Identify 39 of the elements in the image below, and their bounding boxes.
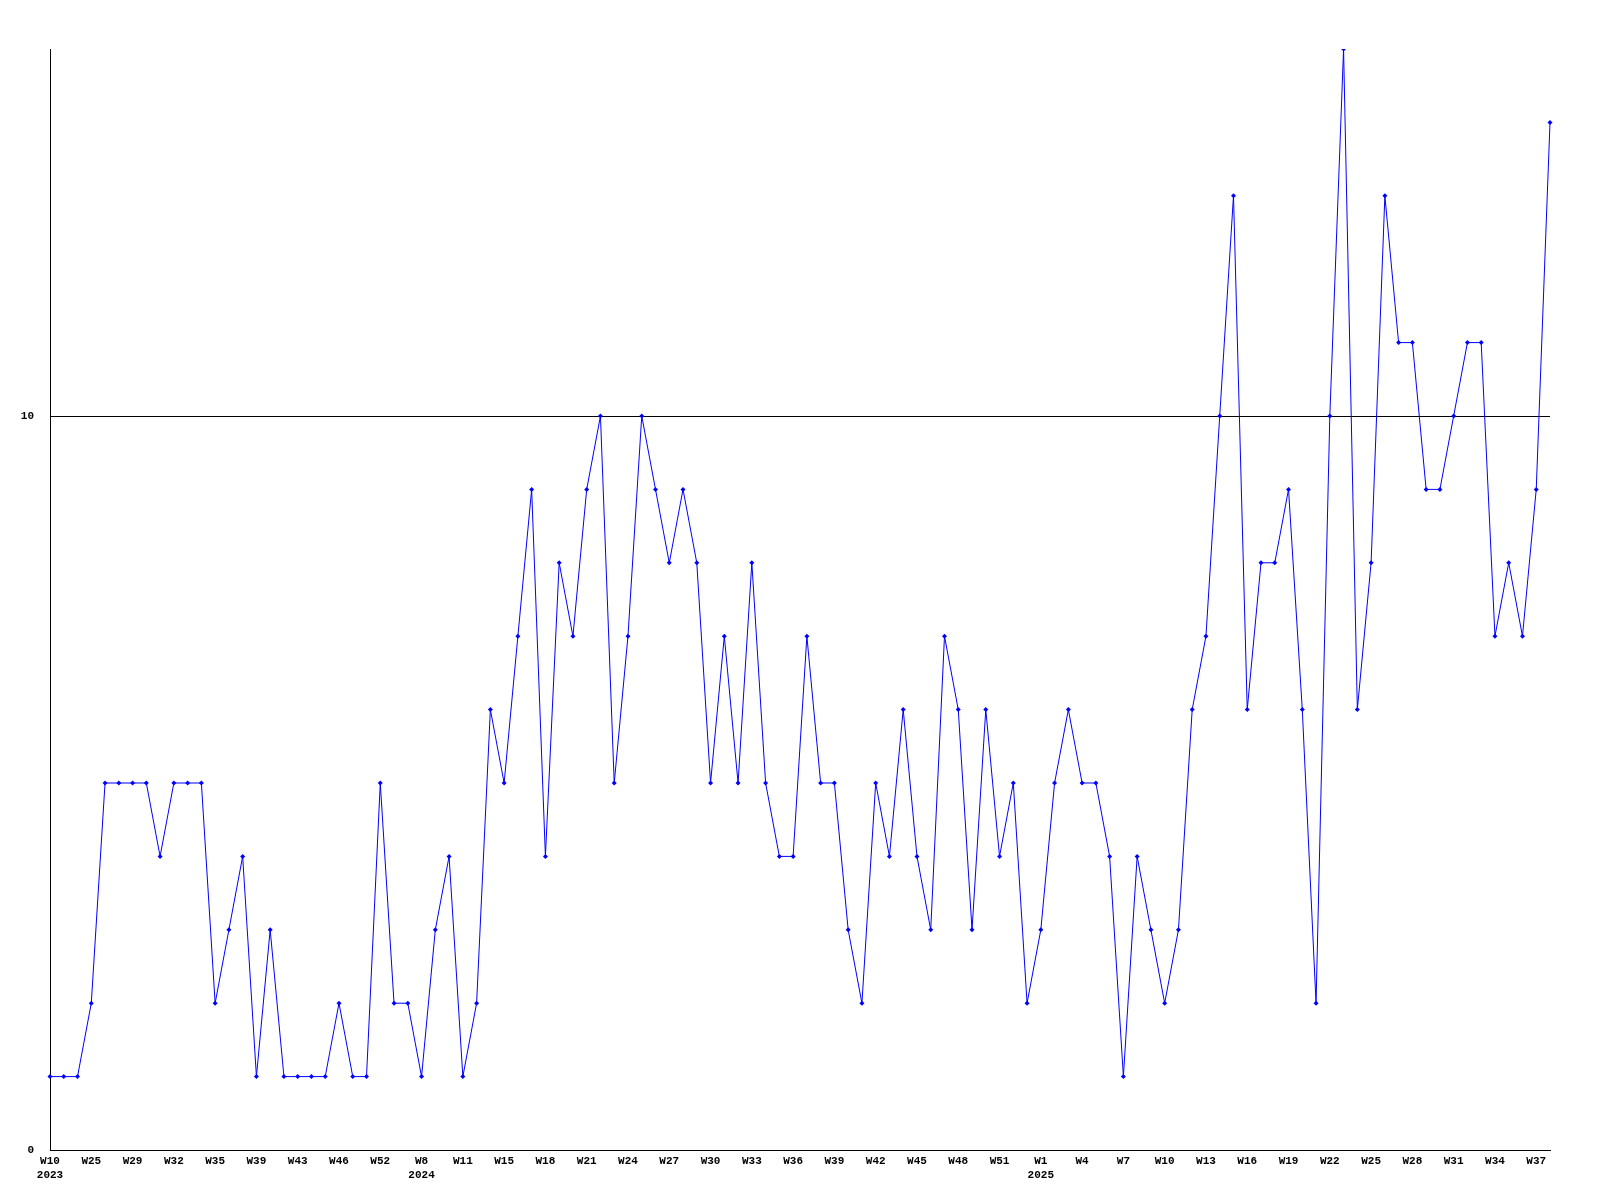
x-tick-label: W35: [205, 1155, 226, 1168]
x-tick-label: W21: [576, 1155, 597, 1168]
x-tick-label: W45: [907, 1155, 928, 1168]
x-tick-label: W8 2024: [408, 1155, 436, 1181]
x-tick-label: W43: [287, 1155, 308, 1168]
y-tick-label: 0: [27, 1143, 34, 1156]
x-tick-label: W19: [1278, 1155, 1299, 1168]
x-tick-label: W24: [618, 1155, 639, 1168]
x-tick-label: W39: [824, 1155, 845, 1168]
x-tick-label: W16: [1237, 1155, 1258, 1168]
x-tick-label: W10: [1154, 1155, 1175, 1168]
x-tick-label: W52: [370, 1155, 391, 1168]
x-tick-label: W34: [1485, 1155, 1506, 1168]
x-tick-label: W25: [1361, 1155, 1382, 1168]
x-tick-label: W4: [1075, 1155, 1090, 1168]
y-tick-label: 10: [20, 409, 34, 422]
x-tick-label: W29: [122, 1155, 143, 1168]
x-tick-label: W7: [1116, 1155, 1130, 1168]
x-tick-label: W10 2023: [36, 1155, 64, 1181]
x-tick-label: W22: [1319, 1155, 1340, 1168]
x-tick-label: W27: [659, 1155, 680, 1168]
x-tick-label: W11: [452, 1155, 474, 1168]
x-tick-label: W37: [1526, 1155, 1547, 1168]
x-tick-label: W28: [1402, 1155, 1423, 1168]
x-tick-label: W36: [783, 1155, 804, 1168]
x-tick-label: W39: [246, 1155, 267, 1168]
x-tick-label: W13: [1196, 1155, 1217, 1168]
x-tick-label: W32: [163, 1155, 184, 1168]
x-tick-label: W25: [81, 1155, 102, 1168]
x-tick-label: W48: [948, 1155, 969, 1168]
x-tick-label: W30: [700, 1155, 721, 1168]
x-tick-label: W31: [1443, 1155, 1464, 1168]
x-tick-label: W1 2025: [1027, 1155, 1055, 1181]
x-tick-label: W51: [989, 1155, 1010, 1168]
x-tick-label: W33: [741, 1155, 763, 1168]
x-tick-label: W18: [535, 1155, 556, 1168]
x-tick-label: W46: [329, 1155, 349, 1168]
x-tick-label: W42: [865, 1155, 886, 1168]
x-tick-label: W15: [494, 1155, 515, 1168]
